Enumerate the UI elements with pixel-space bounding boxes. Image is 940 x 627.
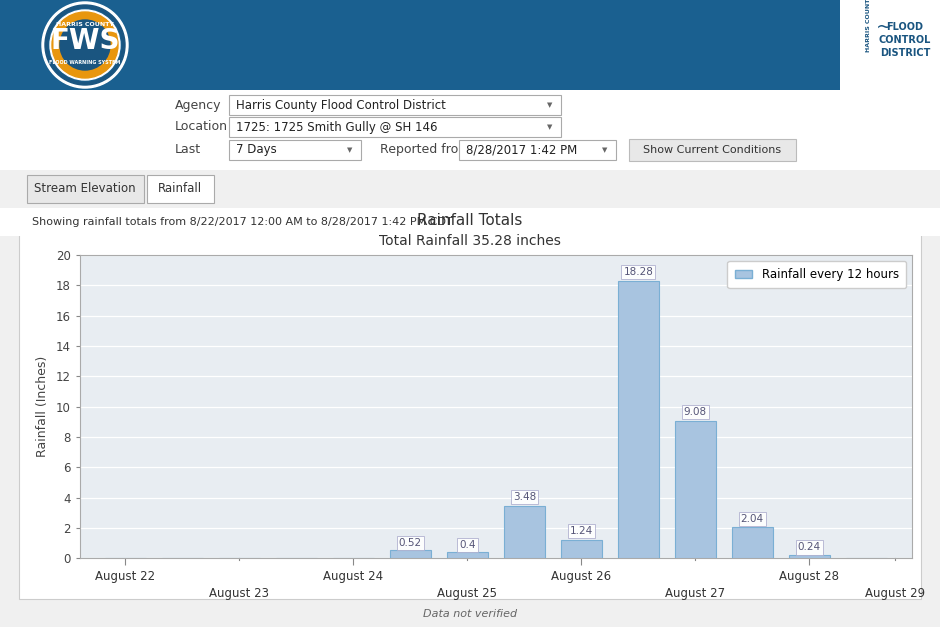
Text: Rainfall: Rainfall	[158, 182, 202, 196]
Text: Reported from: Reported from	[380, 144, 470, 157]
Bar	[840, 0, 940, 90]
Text: 3.48: 3.48	[512, 492, 536, 502]
Text: 18.28: 18.28	[623, 267, 653, 277]
Text: FLOOD
CONTROL
DISTRICT: FLOOD CONTROL DISTRICT	[879, 22, 932, 58]
FancyBboxPatch shape	[229, 140, 361, 160]
Text: 0.52: 0.52	[399, 538, 422, 548]
Text: 8/28/2017 1:42 PM: 8/28/2017 1:42 PM	[466, 144, 577, 157]
Text: August 23: August 23	[210, 587, 270, 600]
Text: August 25: August 25	[437, 587, 497, 600]
Text: August 29: August 29	[865, 587, 925, 600]
Text: 2.04: 2.04	[741, 514, 764, 524]
Text: 7 Days: 7 Days	[236, 144, 276, 157]
Text: ~: ~	[876, 18, 892, 36]
FancyBboxPatch shape	[629, 139, 796, 161]
Text: Total Rainfall 35.28 inches: Total Rainfall 35.28 inches	[379, 234, 561, 248]
Bar	[390, 551, 431, 559]
Bar	[446, 552, 488, 559]
Text: 1725: 1725 Smith Gully @ SH 146: 1725: 1725 Smith Gully @ SH 146	[236, 120, 437, 134]
Y-axis label: Rainfall (Inches): Rainfall (Inches)	[36, 356, 49, 457]
FancyBboxPatch shape	[229, 117, 561, 137]
Text: Rainfall Totals: Rainfall Totals	[417, 213, 523, 228]
Circle shape	[49, 9, 121, 81]
Circle shape	[50, 10, 120, 80]
FancyBboxPatch shape	[27, 175, 144, 203]
Text: 0.4: 0.4	[459, 540, 476, 550]
Circle shape	[60, 20, 110, 70]
Text: Stream Elevation: Stream Elevation	[34, 182, 135, 196]
Bar	[504, 505, 545, 559]
Text: Harris County Flood Control District: Harris County Flood Control District	[236, 98, 446, 112]
Circle shape	[52, 12, 118, 78]
Text: ▼: ▼	[547, 124, 553, 130]
Bar	[789, 555, 830, 559]
Circle shape	[42, 2, 128, 88]
Text: HARRIS COUNTY: HARRIS COUNTY	[866, 0, 870, 52]
Text: Location: Location	[175, 120, 228, 134]
Text: FWS: FWS	[50, 27, 119, 55]
FancyBboxPatch shape	[229, 95, 561, 115]
Text: ▼: ▼	[603, 147, 607, 153]
Text: ▼: ▼	[347, 147, 352, 153]
Text: FLOOD WARNING SYSTEM: FLOOD WARNING SYSTEM	[49, 60, 120, 65]
Bar	[561, 540, 602, 559]
Text: 9.08: 9.08	[683, 407, 707, 417]
Bar	[731, 527, 773, 559]
Text: August 27: August 27	[666, 587, 726, 600]
Text: 0.24: 0.24	[798, 542, 821, 552]
Text: 1.24: 1.24	[570, 526, 593, 535]
Text: ▼: ▼	[547, 102, 553, 108]
Text: Showing rainfall totals from 8/22/2017 12:00 AM to 8/28/2017 1:42 PM CDT: Showing rainfall totals from 8/22/2017 1…	[32, 217, 453, 227]
Text: HARRIS COUNTY: HARRIS COUNTY	[56, 23, 114, 28]
Text: Agency: Agency	[175, 98, 222, 112]
Text: Show Current Conditions: Show Current Conditions	[643, 145, 781, 155]
FancyBboxPatch shape	[459, 140, 616, 160]
Text: Last: Last	[175, 144, 201, 157]
FancyBboxPatch shape	[147, 175, 214, 203]
Bar	[675, 421, 715, 559]
Circle shape	[45, 5, 125, 85]
Legend: Rainfall every 12 hours: Rainfall every 12 hours	[728, 261, 906, 288]
Bar	[618, 281, 659, 559]
Text: Data not verified: Data not verified	[423, 609, 517, 619]
